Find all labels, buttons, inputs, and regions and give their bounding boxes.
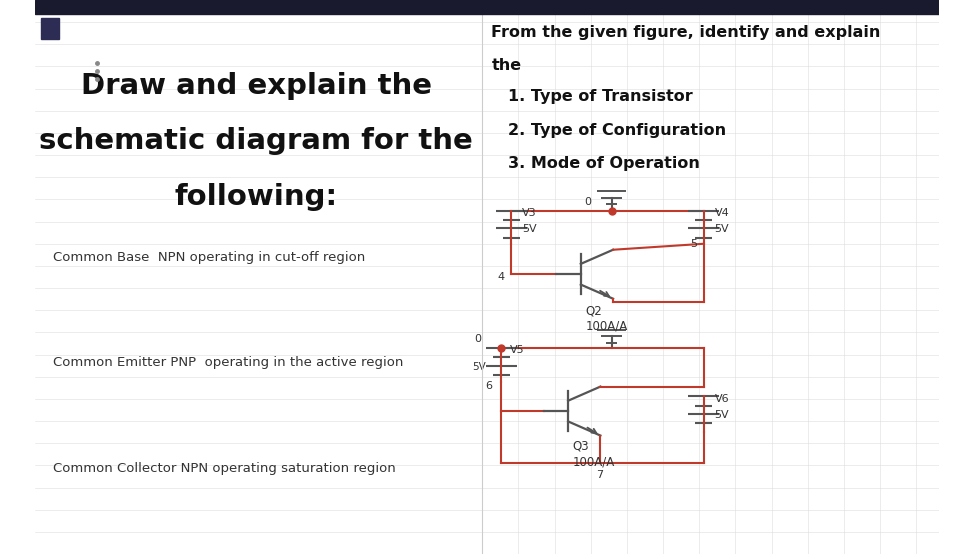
Text: 4: 4 (497, 272, 505, 282)
Text: 0: 0 (585, 197, 591, 207)
Text: 5: 5 (690, 239, 697, 249)
Text: 2. Type of Configuration: 2. Type of Configuration (508, 123, 726, 138)
Text: the: the (492, 58, 521, 73)
Text: From the given figure, identify and explain: From the given figure, identify and expl… (492, 25, 880, 40)
Text: 5V: 5V (522, 224, 537, 234)
Text: Common Collector NPN operating saturation region: Common Collector NPN operating saturatio… (53, 461, 396, 475)
Text: 0: 0 (474, 335, 481, 345)
Text: Q3: Q3 (573, 440, 589, 453)
Text: V3: V3 (522, 208, 537, 218)
Text: following:: following: (175, 183, 338, 211)
Text: 7: 7 (596, 470, 603, 480)
Text: 5V: 5V (472, 362, 486, 372)
Text: V6: V6 (714, 394, 730, 404)
Text: Draw and explain the: Draw and explain the (81, 72, 432, 100)
Text: V5: V5 (511, 346, 525, 356)
Text: 5V: 5V (714, 411, 730, 420)
Text: 3. Mode of Operation: 3. Mode of Operation (508, 156, 700, 171)
Bar (41, 18, 59, 39)
Text: V4: V4 (714, 208, 730, 218)
Text: Common Base  NPN operating in cut-off region: Common Base NPN operating in cut-off reg… (53, 251, 365, 264)
Text: 6: 6 (485, 382, 492, 392)
Text: 5V: 5V (714, 224, 730, 234)
Text: Q2: Q2 (586, 304, 602, 317)
Bar (35, 0, 939, 14)
Text: Common Emitter PNP  operating in the active region: Common Emitter PNP operating in the acti… (53, 356, 403, 370)
Text: 100A/A: 100A/A (573, 455, 615, 468)
Text: schematic diagram for the: schematic diagram for the (39, 127, 473, 156)
Text: 100A/A: 100A/A (586, 320, 628, 332)
Text: 1. Type of Transistor: 1. Type of Transistor (508, 89, 692, 104)
